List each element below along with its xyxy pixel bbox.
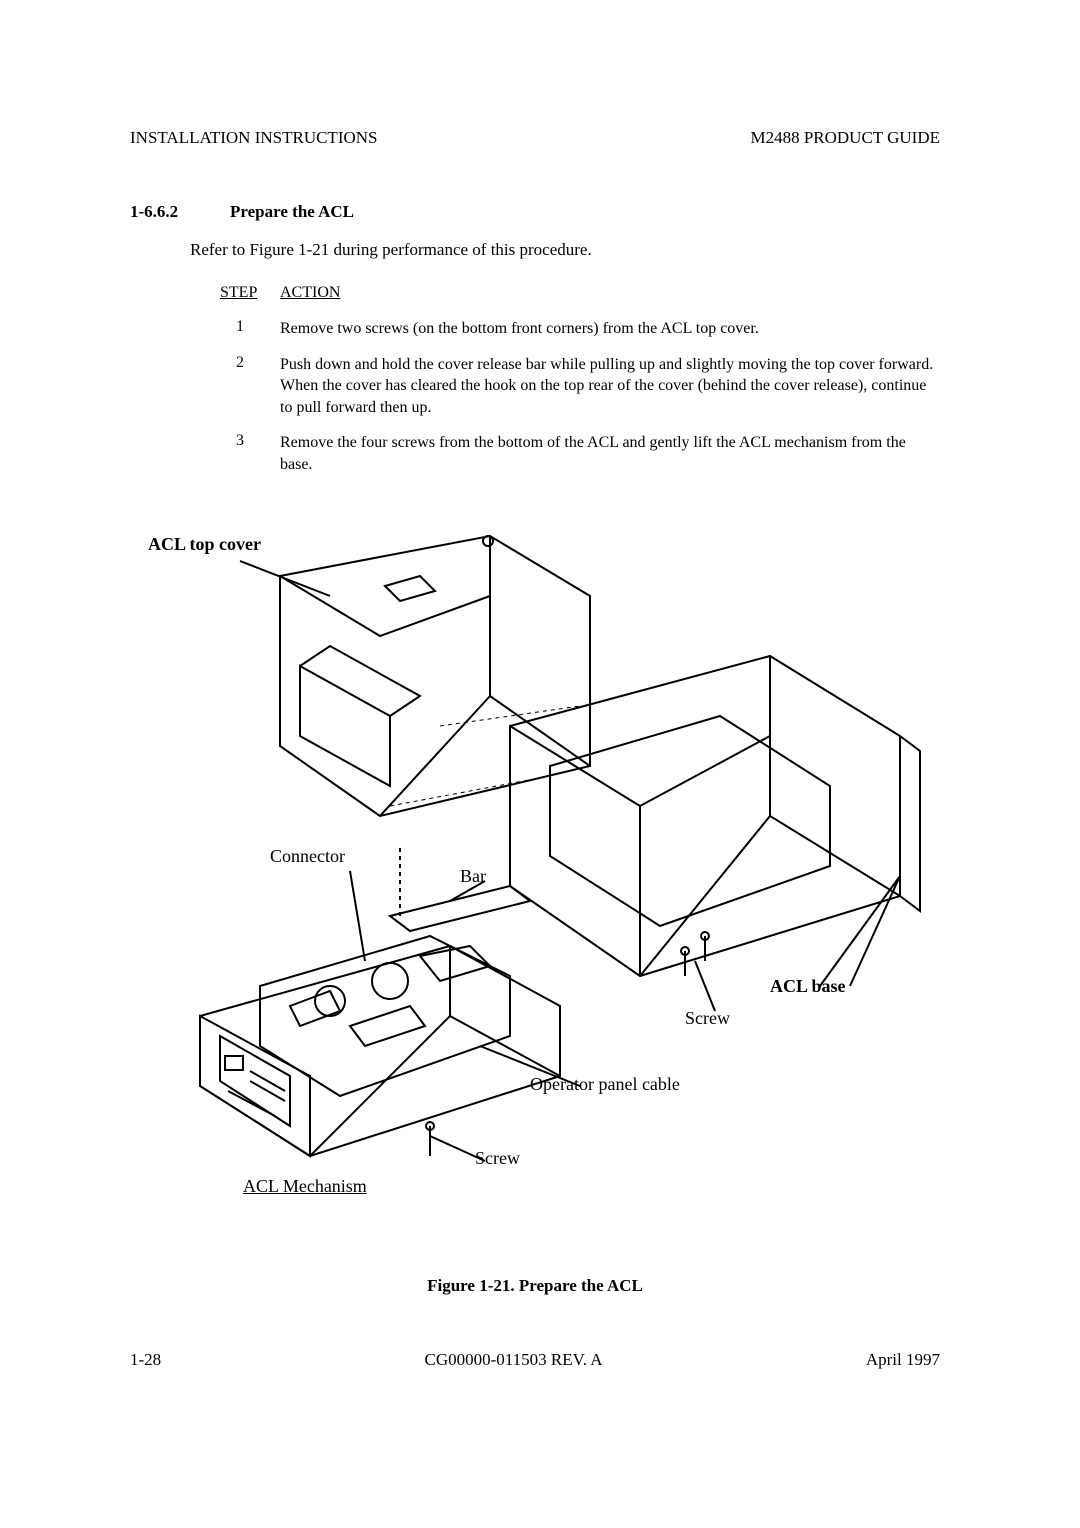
step-action: Push down and hold the cover release bar… xyxy=(280,354,940,419)
acl-diagram-svg xyxy=(130,516,940,1216)
label-connector: Connector xyxy=(270,846,345,867)
section-intro: Refer to Figure 1-21 during performance … xyxy=(190,240,940,260)
header-right: M2488 PRODUCT GUIDE xyxy=(750,128,940,148)
step-action: Remove the four screws from the bottom o… xyxy=(280,432,940,475)
figure-caption: Figure 1-21. Prepare the ACL xyxy=(130,1276,940,1296)
footer-page-number: 1-28 xyxy=(130,1350,161,1370)
page-content: INSTALLATION INSTRUCTIONS M2488 PRODUCT … xyxy=(130,128,940,1296)
step-number: 1 xyxy=(220,318,280,336)
step-col-header: STEP xyxy=(220,284,280,302)
label-screw-1: Screw xyxy=(685,1008,730,1029)
header-left: INSTALLATION INSTRUCTIONS xyxy=(130,128,378,148)
section-title: Prepare the ACL xyxy=(230,202,354,222)
step-number: 3 xyxy=(220,432,280,450)
label-bar: Bar xyxy=(460,866,486,887)
footer-doc-id: CG00000-011503 REV. A xyxy=(424,1350,602,1370)
label-acl-top-cover: ACL top cover xyxy=(148,534,261,555)
footer-date: April 1997 xyxy=(866,1350,940,1370)
page-footer: 1-28 CG00000-011503 REV. A April 1997 xyxy=(130,1350,940,1370)
action-col-header: ACTION xyxy=(280,284,340,302)
step-row: 3 Remove the four screws from the bottom… xyxy=(220,432,940,475)
step-row: 2 Push down and hold the cover release b… xyxy=(220,354,940,419)
page-header: INSTALLATION INSTRUCTIONS M2488 PRODUCT … xyxy=(130,128,940,148)
step-action: Remove two screws (on the bottom front c… xyxy=(280,318,940,340)
step-number: 2 xyxy=(220,354,280,372)
label-acl-base: ACL base xyxy=(770,976,846,997)
figure-diagram: ACL top cover Connector Bar ACL base Scr… xyxy=(130,516,940,1216)
section-heading: 1-6.6.2 Prepare the ACL xyxy=(130,202,940,222)
label-screw-2: Screw xyxy=(475,1148,520,1169)
label-operator-panel-cable: Operator panel cable xyxy=(530,1074,680,1095)
section-number: 1-6.6.2 xyxy=(130,202,230,222)
step-table-header: STEP ACTION xyxy=(220,284,940,302)
label-acl-mechanism: ACL Mechanism xyxy=(243,1176,367,1197)
step-row: 1 Remove two screws (on the bottom front… xyxy=(220,318,940,340)
